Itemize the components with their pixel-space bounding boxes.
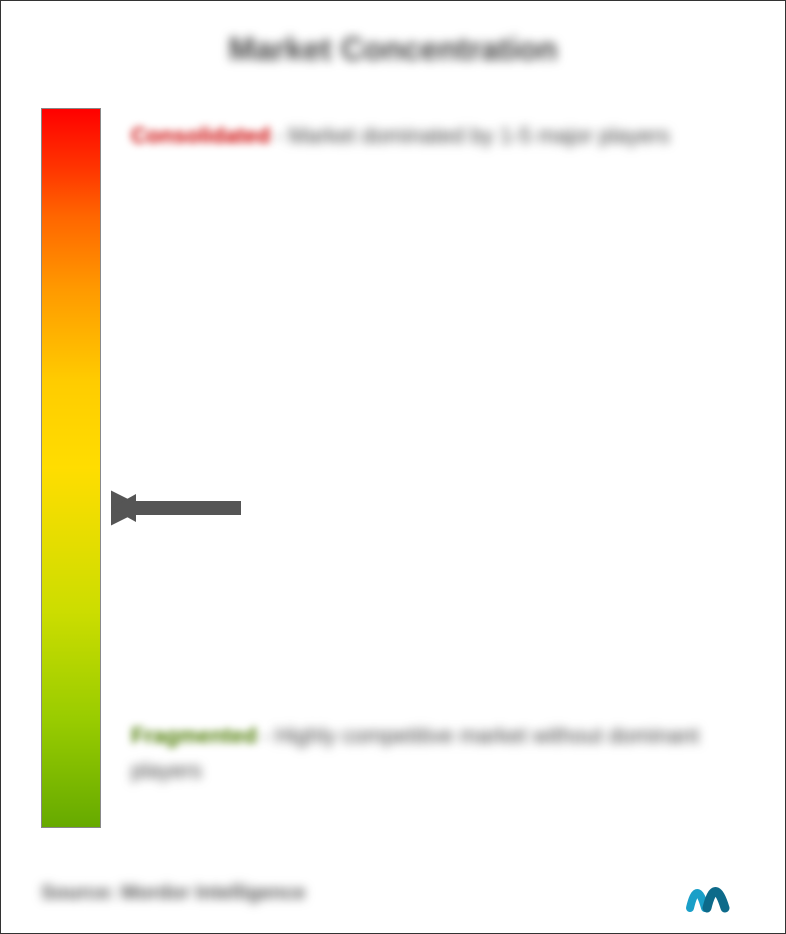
- chart-title: Market Concentration: [41, 31, 745, 68]
- arrow-icon: [111, 488, 251, 528]
- consolidated-label: Consolidated - Market dominated by 1-5 m…: [131, 118, 725, 153]
- chart-container: Market Concentration Consolidated - Mark…: [0, 0, 786, 934]
- content-row: Consolidated - Market dominated by 1-5 m…: [41, 108, 745, 838]
- footer: Source: Mordor Intelligence: [41, 873, 745, 913]
- fragmented-keyword: Fragmented: [131, 723, 257, 748]
- gradient-scale-bar: [41, 108, 101, 828]
- logo-icon: [685, 873, 745, 913]
- consolidated-description: - Market dominated by 1-5 major players: [275, 123, 670, 148]
- labels-column: Consolidated - Market dominated by 1-5 m…: [131, 108, 745, 838]
- position-arrow: [111, 488, 251, 533]
- source-attribution: Source: Mordor Intelligence: [41, 882, 305, 905]
- fragmented-label: Fragmented - Highly competitive market w…: [131, 718, 725, 788]
- consolidated-keyword: Consolidated: [131, 123, 270, 148]
- brand-logo: [685, 873, 745, 913]
